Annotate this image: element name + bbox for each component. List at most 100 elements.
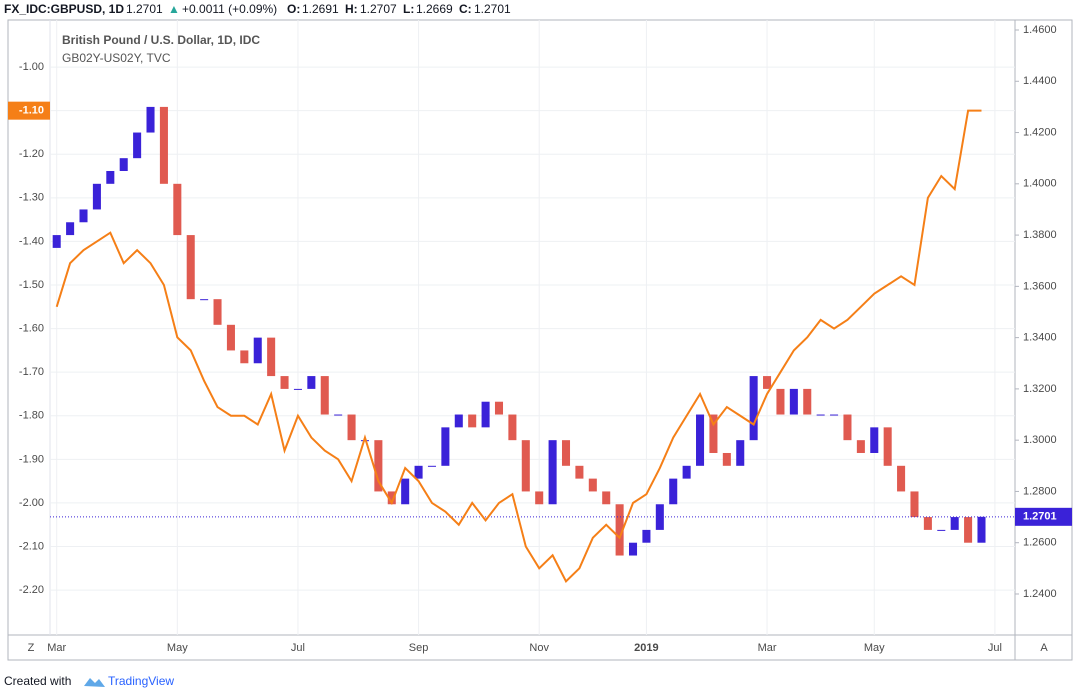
x-tick-label: Sep	[409, 642, 429, 654]
y2-tick-label: 1.4200	[1023, 126, 1057, 138]
y2-tick-label: 1.3000	[1023, 434, 1057, 446]
candle	[856, 440, 865, 453]
candle	[977, 516, 986, 543]
change: +0.0011 (+0.09%)	[182, 2, 277, 16]
candle	[709, 414, 718, 453]
x-tick-label: Jul	[988, 642, 1002, 654]
candle	[200, 299, 209, 301]
candle	[535, 491, 544, 505]
y-tick-label: -1.30	[19, 192, 44, 204]
y-tick-label: -1.20	[19, 148, 44, 160]
candle	[910, 491, 919, 518]
y2-tick-label: 1.3400	[1023, 332, 1057, 344]
candle	[521, 440, 530, 492]
low: 1.2669	[416, 2, 453, 16]
candle	[749, 376, 758, 441]
candle	[159, 106, 168, 184]
close: 1.2701	[474, 2, 511, 16]
candle	[213, 299, 222, 325]
price-tag-label: 1.2701	[1023, 511, 1057, 523]
candle	[387, 491, 396, 505]
y-tick-label: -1.00	[19, 61, 44, 73]
value-tag-label: -1.10	[19, 105, 44, 117]
y-tick-label: -2.20	[19, 584, 44, 596]
y2-tick-label: 1.3200	[1023, 383, 1057, 395]
candle	[133, 132, 142, 159]
candle	[816, 414, 825, 416]
candle	[722, 452, 731, 466]
candle	[66, 222, 75, 236]
candle	[173, 183, 182, 236]
spread-line	[55, 109, 982, 584]
y2-tick-label: 1.4400	[1023, 75, 1057, 87]
x-tick-label: 2019	[634, 642, 658, 654]
candle	[897, 465, 906, 492]
y2-tick-label: 1.4000	[1023, 178, 1057, 190]
y2-tick-label: 1.2400	[1023, 588, 1057, 600]
candle	[789, 388, 798, 415]
footer-brand[interactable]: TradingView	[108, 674, 174, 688]
symbol: FX_IDC:GBPUSD, 1D	[4, 2, 124, 16]
candle	[494, 401, 504, 415]
candle	[508, 414, 517, 441]
candle	[106, 170, 115, 184]
open: 1.2691	[302, 2, 339, 16]
candle	[119, 158, 128, 171]
y-tick-label: -1.70	[19, 366, 44, 378]
candle	[226, 324, 235, 351]
y-tick-label: -1.80	[19, 410, 44, 422]
candle	[481, 401, 490, 428]
candle	[468, 414, 477, 428]
candle	[441, 427, 450, 466]
candle	[92, 183, 101, 210]
candle	[883, 427, 892, 466]
candle	[575, 465, 584, 479]
candle	[454, 414, 463, 428]
candle	[561, 440, 571, 466]
high: 1.2707	[360, 2, 397, 16]
candle	[923, 517, 932, 530]
candle	[843, 414, 852, 441]
x-tick-label: Mar	[47, 642, 66, 654]
candle	[763, 376, 772, 389]
candle	[964, 517, 973, 543]
candle	[307, 376, 316, 389]
candle	[803, 388, 812, 415]
x-tick-label: May	[167, 642, 188, 654]
open-label: O:	[287, 2, 300, 16]
candle	[414, 465, 423, 479]
logo	[84, 678, 105, 687]
candle	[950, 517, 959, 530]
frame	[7, 19, 1073, 661]
corner-button[interactable]: A	[1040, 642, 1048, 654]
y-tick-label: -1.90	[19, 453, 44, 465]
candle	[736, 440, 745, 466]
chart-title: British Pound / U.S. Dollar, 1D, IDC	[62, 33, 260, 47]
candle	[186, 235, 195, 300]
corner-button[interactable]: Z	[28, 642, 35, 654]
value-tag	[8, 101, 50, 120]
footer-text: Created with	[4, 674, 71, 688]
low-label: L:	[403, 2, 414, 16]
candle	[830, 414, 839, 416]
candle	[146, 106, 155, 133]
y2-tick-label: 1.3600	[1023, 280, 1057, 292]
y2-tick-label: 1.2600	[1023, 537, 1057, 549]
candle	[548, 440, 557, 505]
candle	[602, 491, 611, 505]
candle	[267, 337, 276, 377]
candle	[347, 414, 356, 441]
candle	[696, 414, 705, 466]
price-tag	[1015, 507, 1072, 526]
candle	[334, 414, 343, 416]
arrow: ▲	[168, 2, 180, 16]
candle	[615, 504, 624, 556]
y2-tick-label: 1.3800	[1023, 229, 1057, 241]
y-tick-label: -1.50	[19, 279, 44, 291]
close-label: C:	[459, 2, 472, 16]
y-tick-label: -2.10	[19, 540, 44, 552]
y2-tick-label: 1.4600	[1023, 24, 1057, 36]
